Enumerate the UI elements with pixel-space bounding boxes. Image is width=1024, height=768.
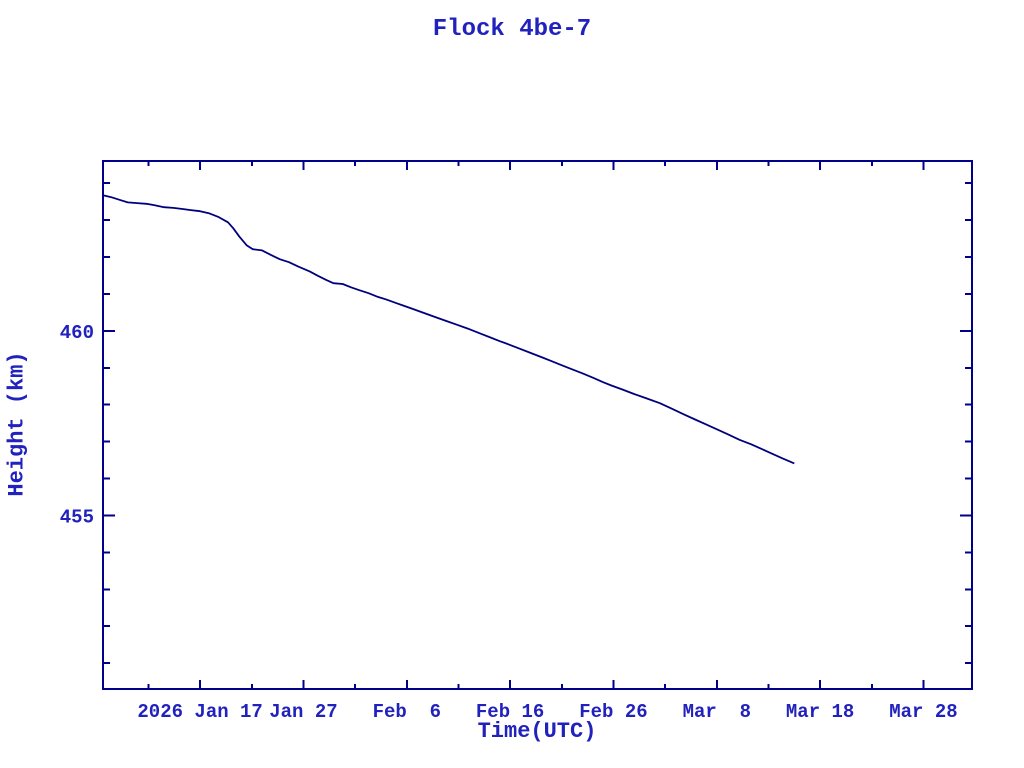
x-axis-title: Time(UTC) xyxy=(477,719,597,744)
plot-frame xyxy=(102,160,973,690)
x-tick-label: Mar 18 xyxy=(786,701,854,723)
x-tick-label: 2026 Jan 17 xyxy=(137,701,262,723)
chart-title: Flock 4be-7 xyxy=(432,16,592,43)
y-axis-title: Height (km) xyxy=(4,351,30,497)
x-tick-label: Feb 6 xyxy=(373,701,441,723)
x-tick-label: Mar 28 xyxy=(889,701,957,723)
x-tick-label: Feb 26 xyxy=(579,701,647,723)
y-tick-label: 460 xyxy=(60,322,94,344)
x-tick-label: Feb 16 xyxy=(476,701,544,723)
y-tick-label: 455 xyxy=(60,506,94,528)
data-line xyxy=(102,194,795,465)
x-tick-label: Mar 8 xyxy=(683,701,751,723)
x-tick-label: Jan 27 xyxy=(269,701,337,723)
